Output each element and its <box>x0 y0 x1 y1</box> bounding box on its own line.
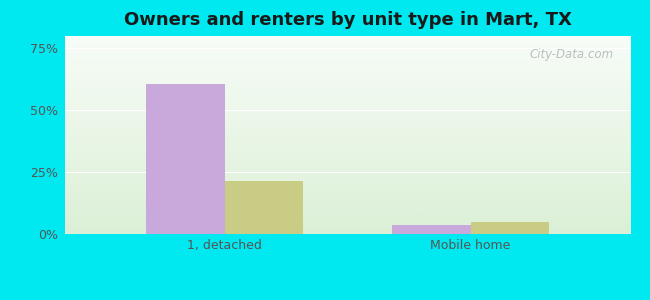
Bar <box>225 181 304 234</box>
Legend: Owner occupied units, Renter occupied units: Owner occupied units, Renter occupied un… <box>166 298 530 300</box>
Bar <box>471 222 549 234</box>
Title: Owners and renters by unit type in Mart, TX: Owners and renters by unit type in Mart,… <box>124 11 572 29</box>
Bar <box>146 84 225 234</box>
Bar <box>392 225 471 234</box>
Text: City-Data.com: City-Data.com <box>529 48 614 61</box>
